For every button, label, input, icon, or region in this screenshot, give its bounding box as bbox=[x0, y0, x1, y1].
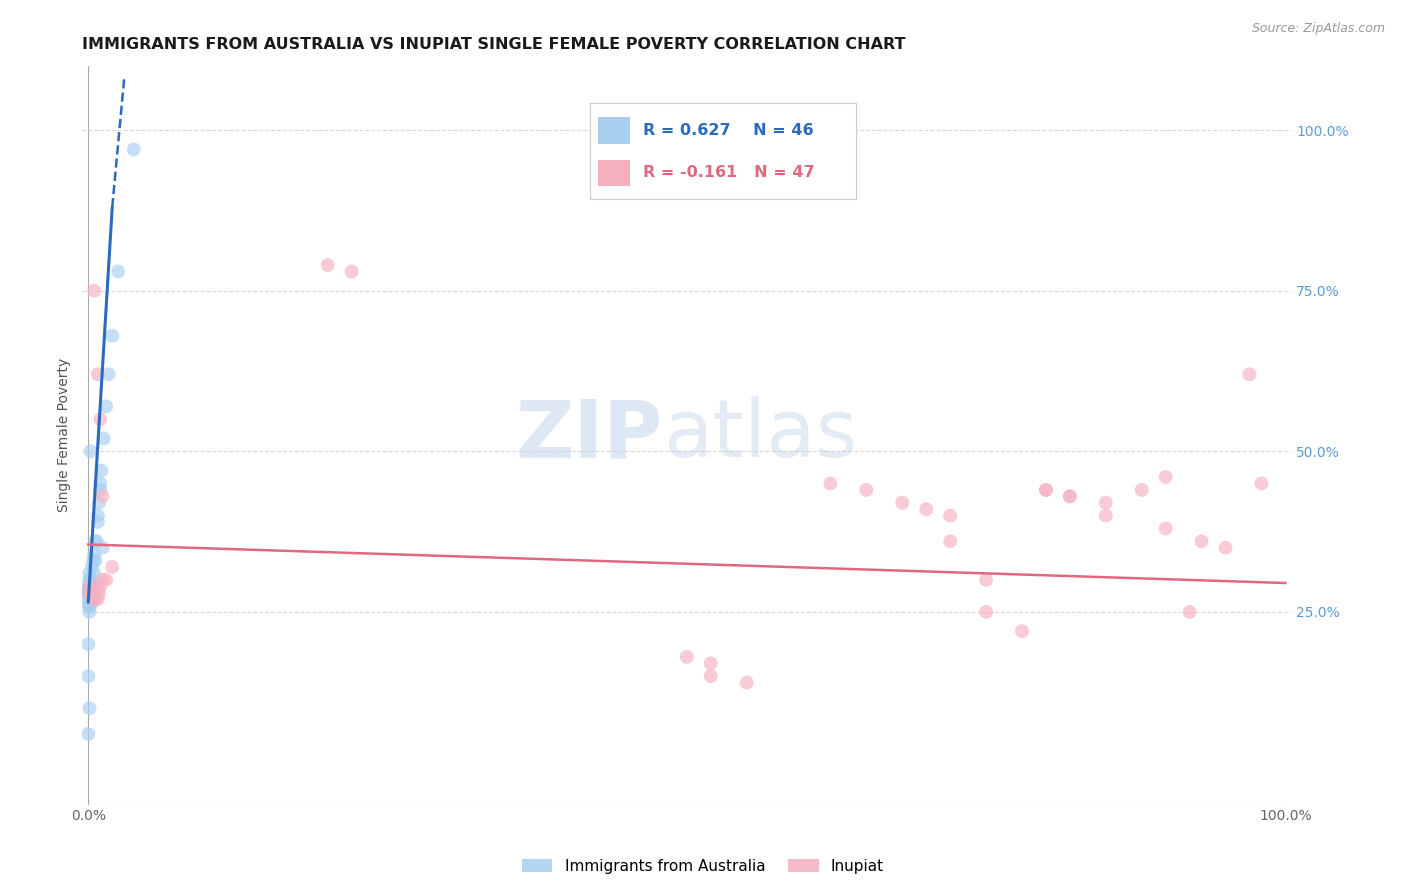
Point bbox=[79, 592, 101, 607]
Point bbox=[82, 592, 104, 607]
Point bbox=[1154, 521, 1177, 535]
Point bbox=[1130, 483, 1153, 497]
Point bbox=[974, 605, 997, 619]
Point bbox=[79, 592, 101, 607]
Point bbox=[820, 476, 842, 491]
Legend: Immigrants from Australia, Inupiat: Immigrants from Australia, Inupiat bbox=[516, 853, 890, 880]
Point bbox=[83, 585, 105, 599]
Point bbox=[939, 534, 962, 549]
Point bbox=[79, 573, 101, 587]
Point bbox=[1035, 483, 1057, 497]
Point bbox=[316, 258, 339, 272]
Point bbox=[77, 669, 100, 683]
Point bbox=[91, 489, 114, 503]
Point bbox=[93, 432, 115, 446]
Point bbox=[855, 483, 877, 497]
Point bbox=[89, 483, 111, 497]
Point bbox=[84, 592, 107, 607]
Point bbox=[89, 579, 111, 593]
Point bbox=[79, 585, 101, 599]
Point bbox=[1178, 605, 1201, 619]
Point bbox=[91, 573, 114, 587]
Point bbox=[1094, 496, 1116, 510]
Point bbox=[82, 553, 104, 567]
Point bbox=[1094, 508, 1116, 523]
Point bbox=[79, 579, 101, 593]
Point bbox=[735, 675, 758, 690]
Point bbox=[1239, 368, 1261, 382]
Point bbox=[1154, 470, 1177, 484]
Point bbox=[1250, 476, 1272, 491]
Point bbox=[96, 400, 118, 414]
Point bbox=[80, 573, 103, 587]
Point bbox=[77, 585, 100, 599]
Point bbox=[1035, 483, 1057, 497]
Point bbox=[122, 143, 145, 157]
Point bbox=[80, 585, 103, 599]
Point bbox=[80, 592, 103, 607]
Point bbox=[87, 496, 110, 510]
Point bbox=[87, 508, 110, 523]
Y-axis label: Single Female Poverty: Single Female Poverty bbox=[58, 359, 72, 512]
Point bbox=[1059, 489, 1081, 503]
Point bbox=[939, 508, 962, 523]
Point bbox=[101, 328, 124, 343]
Point bbox=[700, 669, 723, 683]
Point bbox=[79, 444, 101, 458]
Point bbox=[79, 701, 101, 715]
Point bbox=[84, 534, 107, 549]
Point bbox=[974, 573, 997, 587]
Point bbox=[96, 573, 118, 587]
Point bbox=[77, 585, 100, 599]
Point bbox=[77, 579, 100, 593]
Text: ZIP: ZIP bbox=[516, 396, 662, 475]
Point bbox=[87, 592, 110, 607]
Point bbox=[80, 560, 103, 574]
Point bbox=[83, 284, 105, 298]
Point bbox=[77, 592, 100, 607]
Point bbox=[87, 368, 110, 382]
Point bbox=[82, 579, 104, 593]
Point bbox=[77, 637, 100, 651]
Point bbox=[79, 599, 101, 613]
Point bbox=[340, 264, 363, 278]
Point bbox=[79, 579, 101, 593]
Point bbox=[91, 541, 114, 555]
Point bbox=[86, 585, 108, 599]
Point bbox=[915, 502, 938, 516]
Point bbox=[891, 496, 914, 510]
Point bbox=[101, 560, 124, 574]
Text: atlas: atlas bbox=[662, 396, 858, 475]
Point bbox=[79, 605, 101, 619]
Text: Source: ZipAtlas.com: Source: ZipAtlas.com bbox=[1251, 22, 1385, 36]
Point bbox=[83, 547, 105, 561]
Point bbox=[80, 585, 103, 599]
Point bbox=[1059, 489, 1081, 503]
Point bbox=[79, 573, 101, 587]
Point bbox=[675, 649, 697, 664]
Point bbox=[77, 585, 100, 599]
Point bbox=[89, 476, 111, 491]
Point bbox=[700, 657, 723, 671]
Point bbox=[77, 727, 100, 741]
Point bbox=[83, 566, 105, 581]
Point bbox=[79, 566, 101, 581]
Point bbox=[79, 579, 101, 593]
Point bbox=[86, 534, 108, 549]
Point bbox=[79, 585, 101, 599]
Point bbox=[77, 599, 100, 613]
Point bbox=[1011, 624, 1033, 639]
Point bbox=[1215, 541, 1237, 555]
Point bbox=[84, 553, 107, 567]
Point bbox=[87, 585, 110, 599]
Point bbox=[1191, 534, 1213, 549]
Point bbox=[79, 585, 101, 599]
Point bbox=[97, 368, 120, 382]
Point bbox=[79, 599, 101, 613]
Text: IMMIGRANTS FROM AUSTRALIA VS INUPIAT SINGLE FEMALE POVERTY CORRELATION CHART: IMMIGRANTS FROM AUSTRALIA VS INUPIAT SIN… bbox=[83, 37, 905, 53]
Point bbox=[107, 264, 129, 278]
Point bbox=[90, 464, 112, 478]
Point bbox=[87, 515, 110, 529]
Point bbox=[89, 412, 111, 426]
